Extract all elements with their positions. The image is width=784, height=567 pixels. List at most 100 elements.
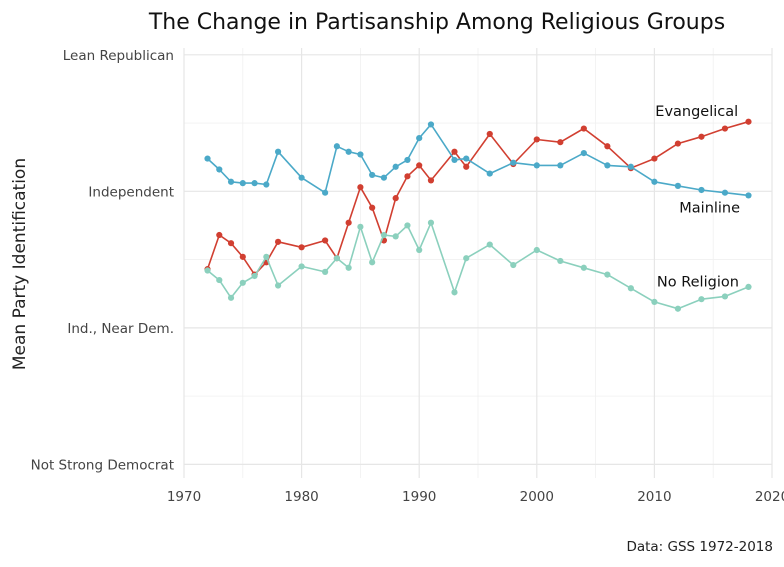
data-point-mainline: [416, 134, 423, 142]
data-point-evangelical: [239, 253, 246, 260]
data-point-mainline: [451, 156, 458, 164]
data-point-evangelical: [463, 163, 470, 170]
data-point-mainline: [263, 181, 270, 188]
data-point-evangelical: [486, 130, 493, 138]
data-point-evangelical: [533, 136, 540, 143]
data-point-mainline: [510, 159, 517, 166]
data-point-mainline: [486, 170, 493, 177]
data-point-mainline: [227, 178, 235, 185]
x-tick-label: 2010: [637, 489, 671, 505]
data-point-no-religion: [392, 233, 399, 240]
series-no-religion: [204, 219, 752, 312]
data-point-mainline: [463, 155, 470, 162]
data-point-evangelical: [369, 204, 376, 211]
data-point-evangelical: [416, 162, 423, 169]
data-point-no-religion: [533, 246, 540, 254]
data-point-no-religion: [745, 283, 752, 290]
data-point-no-religion: [239, 279, 246, 286]
data-point-no-religion: [322, 268, 329, 275]
data-point-mainline: [380, 174, 388, 181]
data-point-evangelical: [721, 125, 729, 132]
label-evangelical: Evangelical: [655, 104, 738, 120]
y-tick-label: Ind., Near Dem.: [67, 321, 174, 337]
series-labels: Evangelical Mainline No Religion: [655, 104, 740, 291]
y-axis-label: Mean Party Identification: [10, 158, 30, 370]
data-point-evangelical: [451, 148, 458, 155]
data-point-no-religion: [557, 257, 564, 265]
data-point-mainline: [239, 180, 246, 187]
data-point-no-religion: [274, 282, 282, 289]
data-point-evangelical: [274, 238, 282, 245]
data-point-evangelical: [674, 140, 682, 147]
data-point-no-religion: [604, 271, 611, 278]
data-point-mainline: [251, 180, 258, 187]
data-point-mainline: [322, 189, 329, 196]
data-point-evangelical: [557, 139, 564, 146]
data-point-no-religion: [216, 276, 223, 284]
data-point-no-religion: [298, 263, 305, 270]
data-point-mainline: [580, 150, 587, 157]
data-point-no-religion: [486, 241, 493, 248]
data-point-no-religion: [510, 261, 517, 269]
data-point-mainline: [216, 166, 223, 173]
x-tick-label: 2000: [520, 489, 554, 505]
data-point-no-religion: [721, 293, 729, 300]
series-group: [204, 118, 752, 312]
data-point-evangelical: [745, 118, 752, 125]
data-point-mainline: [627, 163, 634, 170]
data-point-mainline: [357, 151, 364, 158]
grid-lines: [183, 48, 773, 478]
data-point-mainline: [404, 156, 411, 164]
data-point-no-religion: [651, 298, 658, 306]
data-point-no-religion: [263, 253, 270, 260]
x-tick-label: 2020: [755, 489, 784, 505]
chart-title: The Change in Partisanship Among Religio…: [148, 10, 725, 35]
data-point-mainline: [392, 163, 399, 170]
data-point-evangelical: [651, 155, 658, 162]
data-point-no-religion: [451, 289, 458, 296]
data-point-mainline: [651, 178, 658, 185]
data-source-caption: Data: GSS 1972-2018: [626, 539, 773, 555]
label-mainline: Mainline: [679, 201, 740, 217]
data-point-evangelical: [698, 133, 705, 140]
label-no-religion: No Religion: [657, 274, 739, 290]
data-point-no-religion: [227, 294, 235, 301]
data-point-no-religion: [674, 305, 682, 312]
data-point-mainline: [698, 186, 705, 194]
data-point-no-religion: [416, 246, 423, 254]
y-tick-label: Lean Republican: [63, 48, 174, 64]
data-point-mainline: [604, 162, 611, 169]
series-mainline: [204, 121, 752, 199]
data-point-mainline: [533, 162, 540, 169]
x-axis-ticks: 1970 1980 1990 2000 2010 2020: [167, 489, 784, 505]
data-point-evangelical: [345, 219, 352, 226]
data-point-no-religion: [427, 219, 435, 226]
y-tick-label: Not Strong Democrat: [31, 457, 174, 473]
data-point-no-religion: [463, 255, 470, 262]
data-point-mainline: [674, 182, 682, 189]
x-tick-label: 1990: [402, 489, 436, 505]
data-point-no-religion: [204, 267, 211, 274]
data-point-no-religion: [251, 272, 258, 280]
data-point-no-religion: [627, 285, 634, 292]
data-point-mainline: [345, 148, 352, 155]
data-point-mainline: [745, 192, 752, 199]
data-point-evangelical: [392, 195, 399, 202]
data-point-no-religion: [380, 231, 388, 239]
x-tick-label: 1970: [167, 489, 201, 505]
data-point-mainline: [369, 171, 376, 179]
data-point-evangelical: [357, 184, 364, 191]
series-line-mainline: [206, 123, 749, 197]
data-point-no-religion: [357, 223, 364, 230]
data-point-mainline: [721, 189, 729, 196]
data-point-mainline: [204, 155, 211, 162]
data-point-evangelical: [227, 240, 235, 247]
data-point-mainline: [274, 148, 282, 155]
data-point-no-religion: [404, 222, 411, 229]
data-point-no-religion: [345, 264, 352, 271]
data-point-mainline: [427, 121, 435, 128]
data-point-evangelical: [216, 231, 223, 239]
data-point-evangelical: [322, 237, 329, 244]
data-point-no-religion: [333, 255, 340, 262]
